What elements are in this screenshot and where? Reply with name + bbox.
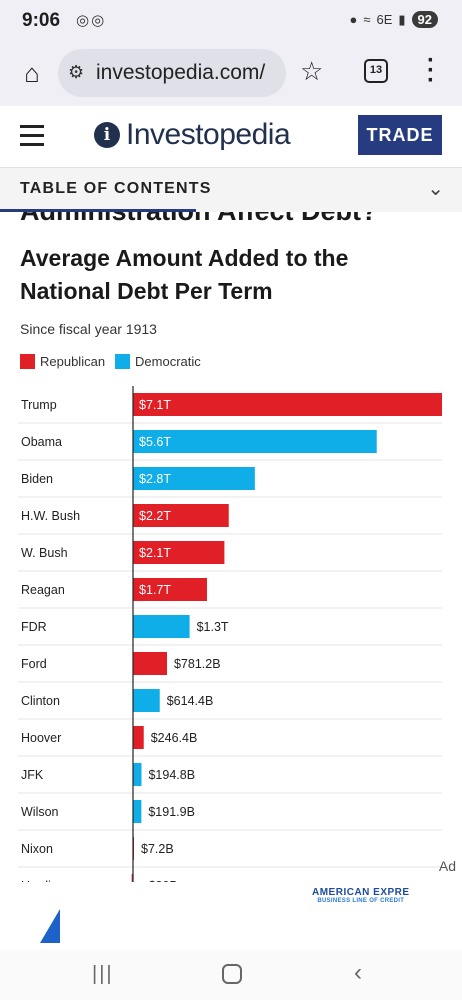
category-label: Ford	[21, 657, 47, 671]
value-label: $781.2B	[174, 657, 221, 671]
logo-mark-icon: i	[94, 122, 120, 148]
legend-item-republican: Republican	[20, 354, 105, 369]
debt-bar-chart: Trump $7.1T Obama $5.6T Biden $2.8T H.W. Bush $…	[18, 386, 442, 882]
value-label: $2.1T	[139, 546, 171, 560]
bar	[133, 430, 377, 453]
bar	[133, 689, 160, 712]
signal-icon: ▮	[398, 11, 406, 27]
category-label: Clinton	[21, 694, 60, 708]
home-nav-icon[interactable]	[222, 964, 242, 984]
value-label: $7.1T	[139, 398, 171, 412]
trade-button[interactable]: TRADE	[358, 115, 442, 155]
legend-label-democratic: Democratic	[135, 354, 201, 369]
value-label: $1.3T	[197, 620, 229, 634]
legend-item-democratic: Democratic	[115, 354, 201, 369]
hotspot-icon: ◎◎	[76, 12, 107, 29]
bar	[133, 393, 442, 416]
bar	[133, 615, 190, 638]
toc-label: TABLE OF CONTENTS	[20, 180, 212, 197]
legend-label-republican: Republican	[40, 354, 106, 369]
bar	[133, 800, 142, 823]
chart-title: Average Amount Added to the National Deb…	[20, 245, 349, 304]
site-header: i Investopedia TRADE	[0, 106, 462, 168]
value-label: $614.4B	[167, 694, 214, 708]
url-text[interactable]: investopedia.com/	[96, 61, 266, 84]
site-settings-icon[interactable]: ⚙	[68, 62, 85, 82]
category-label: FDR	[21, 620, 47, 634]
legend-swatch-republican	[20, 354, 35, 369]
browser-toolbar: ⌂ ⚙ investopedia.com/ ☆ 13 · · ·	[0, 44, 462, 106]
bar	[131, 874, 133, 882]
bar	[133, 763, 142, 786]
ad-banner[interactable]: AMERICAN EXPRE BUSINESS LINE OF CREDIT	[0, 883, 462, 955]
category-label: W. Bush	[21, 546, 68, 560]
value-label: −$30B	[141, 879, 178, 882]
url-bar[interactable]: ⚙ investopedia.com/	[58, 49, 286, 97]
category-label: Nixon	[21, 842, 53, 856]
chevron-down-icon[interactable]: ⌄	[427, 178, 444, 200]
bar	[133, 541, 225, 564]
bar	[133, 578, 207, 601]
bookmark-star-icon[interactable]: ☆	[300, 56, 324, 86]
battery-badge: 92	[411, 11, 438, 28]
value-label: $194.8B	[148, 768, 195, 782]
ad-label: Ad	[438, 858, 456, 874]
hamburger-menu-icon[interactable]	[20, 125, 44, 147]
value-label: $7.2B	[141, 842, 174, 856]
category-label: Hoover	[21, 731, 61, 745]
value-label: $191.9B	[148, 805, 195, 819]
home-icon[interactable]: ⌂	[24, 58, 40, 88]
more-menu-icon[interactable]: · · ·	[427, 47, 435, 94]
category-label: Reagan	[21, 583, 65, 597]
recents-icon[interactable]: |||	[92, 963, 114, 985]
network-label: 6E	[376, 12, 393, 27]
status-right: ● ≈ 6E ▮ 92	[349, 11, 438, 28]
back-icon[interactable]: ‹	[354, 959, 362, 986]
table-of-contents-bar[interactable]: TABLE OF CONTENTS ⌄	[0, 168, 462, 212]
value-label: $2.8T	[139, 472, 171, 486]
value-label: $246.4B	[151, 731, 198, 745]
category-label: Wilson	[21, 805, 59, 819]
chart-subtitle: Since fiscal year 1913	[20, 321, 157, 337]
wifi-icon: ≈	[363, 12, 371, 27]
logo-text: Investopedia	[126, 118, 291, 151]
bar	[133, 726, 144, 749]
tabs-button[interactable]: 13	[364, 59, 388, 83]
value-label: $1.7T	[139, 583, 171, 597]
status-time: 9:06	[22, 10, 61, 31]
category-label: JFK	[21, 768, 44, 782]
bar	[133, 652, 167, 675]
category-label: Obama	[21, 435, 62, 449]
category-label: Trump	[21, 398, 57, 412]
ad-logo-icon	[40, 909, 60, 943]
category-label: Biden	[21, 472, 53, 486]
status-bar: 9:06 ◎◎ ● ≈ 6E ▮ 92	[0, 0, 462, 44]
value-label: $2.2T	[139, 509, 171, 523]
legend-swatch-democratic	[115, 354, 131, 369]
ad-brand: AMERICAN EXPRE	[312, 887, 410, 898]
site-logo[interactable]: i Investopedia	[94, 118, 291, 152]
ad-tagline: BUSINESS LINE OF CREDIT	[317, 898, 405, 904]
amex-ad[interactable]: AMERICAN EXPRE BUSINESS LINE OF CREDIT	[312, 887, 410, 904]
value-label: $5.6T	[139, 435, 171, 449]
chart-legend: Republican Democratic	[20, 354, 201, 369]
reading-progress-bar	[0, 209, 196, 212]
location-icon: ●	[349, 12, 358, 27]
system-nav-bar: ||| ‹	[0, 950, 462, 1000]
bar	[133, 467, 255, 490]
category-label: H.W. Bush	[21, 509, 80, 523]
category-label: Harding	[21, 879, 65, 882]
bar	[133, 504, 229, 527]
